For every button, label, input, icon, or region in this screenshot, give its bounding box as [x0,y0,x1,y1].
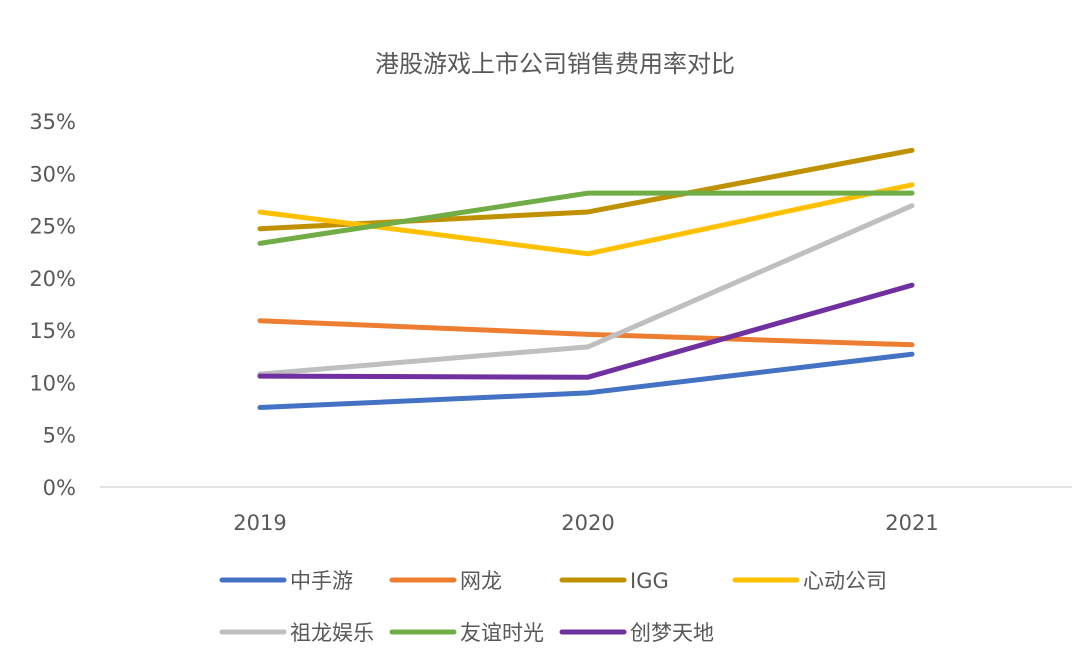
y-axis: 0% 5% 10% 15% 20% 25% 30% 35% [29,110,76,500]
legend-label: 祖龙娱乐 [290,621,374,645]
legend-label: 友谊时光 [460,621,544,645]
legend-label: 心动公司 [803,569,887,593]
legend-item: 创梦天地 [559,621,714,645]
series-line-网龙 [257,318,915,348]
legend-label: 创梦天地 [630,621,714,645]
legend-label: 中手游 [290,569,353,593]
series-line-友谊时光 [257,190,915,246]
legend-label: IGG [630,569,669,593]
x-axis: 2019 2020 2021 [100,486,1072,535]
series-lines [257,147,915,411]
series-line-祖龙娱乐 [257,203,915,377]
y-tick-label: 0% [43,476,76,500]
series-line-IGG [257,147,915,232]
legend-item: 中手游 [219,569,353,593]
y-tick-label: 15% [29,319,76,343]
x-tick-label: 2019 [233,511,286,535]
legend-label: 网龙 [460,569,502,593]
series-line-中手游 [257,351,915,411]
y-tick-label: 20% [29,267,76,291]
series-line-创梦天地 [257,282,915,380]
chart-title: 港股游戏上市公司销售费用率对比 [375,50,735,78]
legend-item: 网龙 [389,569,502,593]
y-tick-label: 10% [29,371,76,395]
legend-item: 祖龙娱乐 [219,621,374,645]
y-tick-label: 30% [29,162,76,186]
y-tick-label: 25% [29,215,76,239]
x-tick-label: 2021 [885,511,938,535]
legend-item: IGG [559,569,669,593]
legend-item: 心动公司 [732,569,887,593]
x-tick-label: 2020 [561,511,614,535]
y-tick-label: 35% [29,110,76,134]
legend-item: 友谊时光 [389,621,544,645]
y-tick-label: 5% [43,424,76,448]
